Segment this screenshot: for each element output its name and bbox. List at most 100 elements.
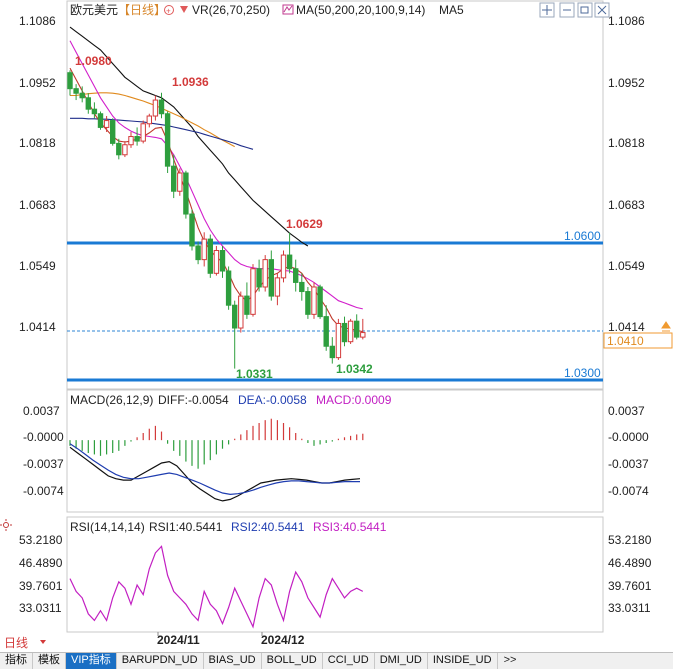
candle-body [189,213,195,247]
rsi1-label: RSI1:40.5441 [149,520,223,534]
restore-window-icon[interactable] [577,2,593,18]
price-panel-frame [66,0,604,390]
macd-tick-right: -0.0037 [608,457,649,471]
zoom-out-icon[interactable] [559,2,575,18]
moving-average-line [70,117,254,150]
macd-tick-right: 0.0037 [608,404,645,418]
candle-body [171,165,177,192]
rsi-panel-frame [66,516,604,633]
tab-vip-indicators[interactable]: VIP指标 [66,653,117,669]
price-tick-left: 1.0414 [19,320,56,334]
rsi-tick-right: 46.4890 [608,556,652,570]
sun-icon [0,519,12,531]
price-tick-right: 1.0683 [608,198,645,212]
candle-body [97,113,104,128]
candle-body [256,268,262,288]
current-price-label: 1.0410 [607,334,644,348]
candle-body [152,99,159,117]
macd-diff-label: DIFF:-0.0054 [158,393,229,407]
macd-dea-line [69,443,360,496]
macd-tick-left: -0.0074 [23,484,64,498]
macd-tick-left: -0.0000 [23,430,64,444]
candle-body [122,144,128,156]
tab-dmi[interactable]: DMI_UD [375,653,428,669]
candle-body [67,72,73,90]
candle-body [262,259,268,288]
candle-body [158,99,165,115]
crosshair-icon[interactable] [539,2,555,18]
rsi-tick-left: 46.4890 [19,556,63,570]
candle-body [280,254,287,279]
candle-body [219,250,226,272]
price-tick-right: 1.0414 [608,320,645,334]
level-label-upper: 1.0600 [564,229,601,243]
chart-canvas[interactable]: 欧元美元 【日线】 + VR(26,70,250) MA(50,200,20,1… [0,0,673,652]
macd-panel-frame [66,389,604,513]
ma-legend-line [283,5,293,13]
candle-body [225,270,232,306]
level-label-lower: 1.0300 [564,366,601,380]
indicator-tab-bar: 指标 模板 VIP指标 BARUPDN_UD BIAS_UD BOLL_UD C… [0,652,673,669]
candle-body [128,136,134,146]
rsi-tick-right: 33.0311 [608,601,651,615]
candle-body [177,172,183,192]
moving-average-line [70,92,235,148]
add-icon[interactable] [164,5,174,15]
candle-body [323,316,329,347]
period-title[interactable]: 【日线】 [118,3,166,17]
time-label-dec: 2024/12 [261,633,305,647]
annotation-low-2: 1.0342 [336,362,373,376]
period-tab-label[interactable]: 日线 [4,636,28,650]
price-tick-left: 1.1086 [19,14,56,28]
tab-boll[interactable]: BOLL_UD [262,653,323,669]
price-tick-right: 1.0818 [608,136,645,150]
ma-label: MA(50,200,20,100,9,14) [296,3,425,17]
annotation-high-2: 1.0936 [172,75,209,89]
candle-body [274,277,281,297]
price-tick-left: 1.0549 [19,259,56,273]
time-label-nov: 2024/11 [157,633,200,647]
candle-body [213,250,220,274]
rsi-title: RSI(14,14,14) [70,520,145,534]
candle-body [164,113,171,167]
macd-title: MACD(26,12,9) [70,393,153,407]
candle-body [232,304,238,329]
rsi-tick-right: 53.2180 [608,533,652,547]
macd-diff-line [69,446,361,502]
add-icon-glyph: + [166,7,171,16]
candle-body [79,92,85,99]
tab-templates[interactable]: 模板 [33,653,66,669]
price-tick-left: 1.0818 [19,136,56,150]
macd-dea-label: DEA:-0.0058 [238,393,307,407]
candle-body [134,136,140,142]
tab-barupdn[interactable]: BARUPDN_UD [117,653,204,669]
rsi-tick-right: 39.7601 [608,579,652,593]
period-dropdown-icon[interactable] [40,640,46,644]
candle-body [341,322,348,343]
symbol-title: 欧元美元 [70,3,118,17]
tab-bias[interactable]: BIAS_UD [204,653,262,669]
candle-body [207,238,214,274]
close-window-icon[interactable] [594,2,610,18]
tab-cci[interactable]: CCI_UD [323,653,375,669]
candle-body [85,97,91,110]
candle-body [244,295,250,315]
candle-body [299,281,305,293]
candle-body [305,291,311,315]
candle-body [91,108,98,115]
candle-body [335,322,342,359]
macd-tick-left: 0.0037 [23,404,60,418]
candle-body [195,245,201,261]
macd-tick-left: -0.0037 [23,457,64,471]
candle-body [360,332,366,338]
more-tabs-button[interactable]: >> [503,654,517,666]
annotation-high-1: 1.0980 [75,54,112,68]
candle-body [354,320,360,338]
tab-inside[interactable]: INSIDE_UD [428,653,498,669]
dropdown-arrow-icon[interactable] [180,6,188,13]
vr-label: VR(26,70,250) [192,3,270,17]
candle-body [103,120,110,128]
moving-average-line [69,26,309,247]
tab-indicators[interactable]: 指标 [0,653,33,669]
rsi-tick-left: 53.2180 [19,533,63,547]
